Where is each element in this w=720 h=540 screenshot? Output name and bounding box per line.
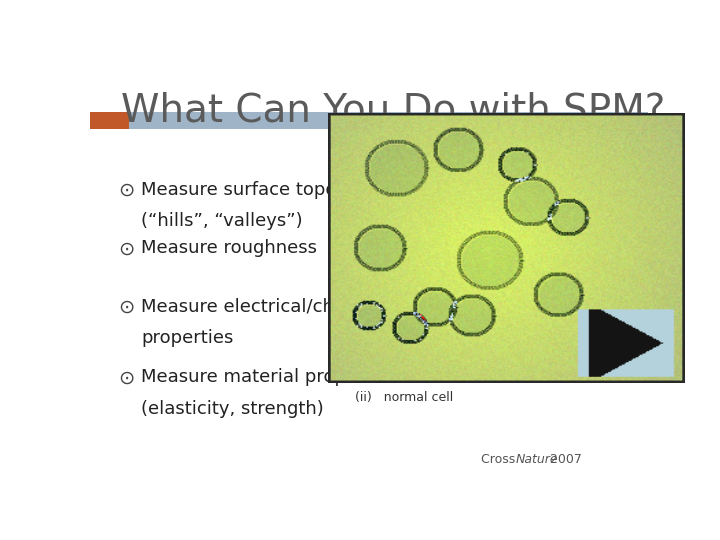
Text: (i)    cancer cell: (i) cancer cell	[355, 370, 453, 383]
Text: ⊙: ⊙	[118, 368, 134, 387]
Text: Measure material properties: Measure material properties	[141, 368, 397, 386]
Text: Cross: Cross	[481, 453, 519, 466]
Text: ⊙: ⊙	[118, 181, 134, 200]
Text: ⊙: ⊙	[118, 298, 134, 316]
Text: Measure surface topography: Measure surface topography	[141, 181, 400, 199]
Text: ⊙: ⊙	[118, 239, 134, 259]
FancyBboxPatch shape	[129, 112, 648, 129]
Text: Nature: Nature	[516, 453, 558, 466]
Text: 2007: 2007	[546, 453, 582, 466]
Text: (“hills”, “valleys”): (“hills”, “valleys”)	[141, 212, 303, 231]
Text: (elasticity, strength): (elasticity, strength)	[141, 400, 324, 417]
Text: properties: properties	[141, 329, 234, 347]
Text: (ii)   normal cell: (ii) normal cell	[355, 391, 454, 404]
Text: Measure roughness: Measure roughness	[141, 239, 318, 258]
Text: What Can You Do with SPM?: What Can You Do with SPM?	[121, 92, 665, 130]
FancyBboxPatch shape	[90, 112, 129, 129]
Text: Measure electrical/chemical: Measure electrical/chemical	[141, 298, 394, 316]
